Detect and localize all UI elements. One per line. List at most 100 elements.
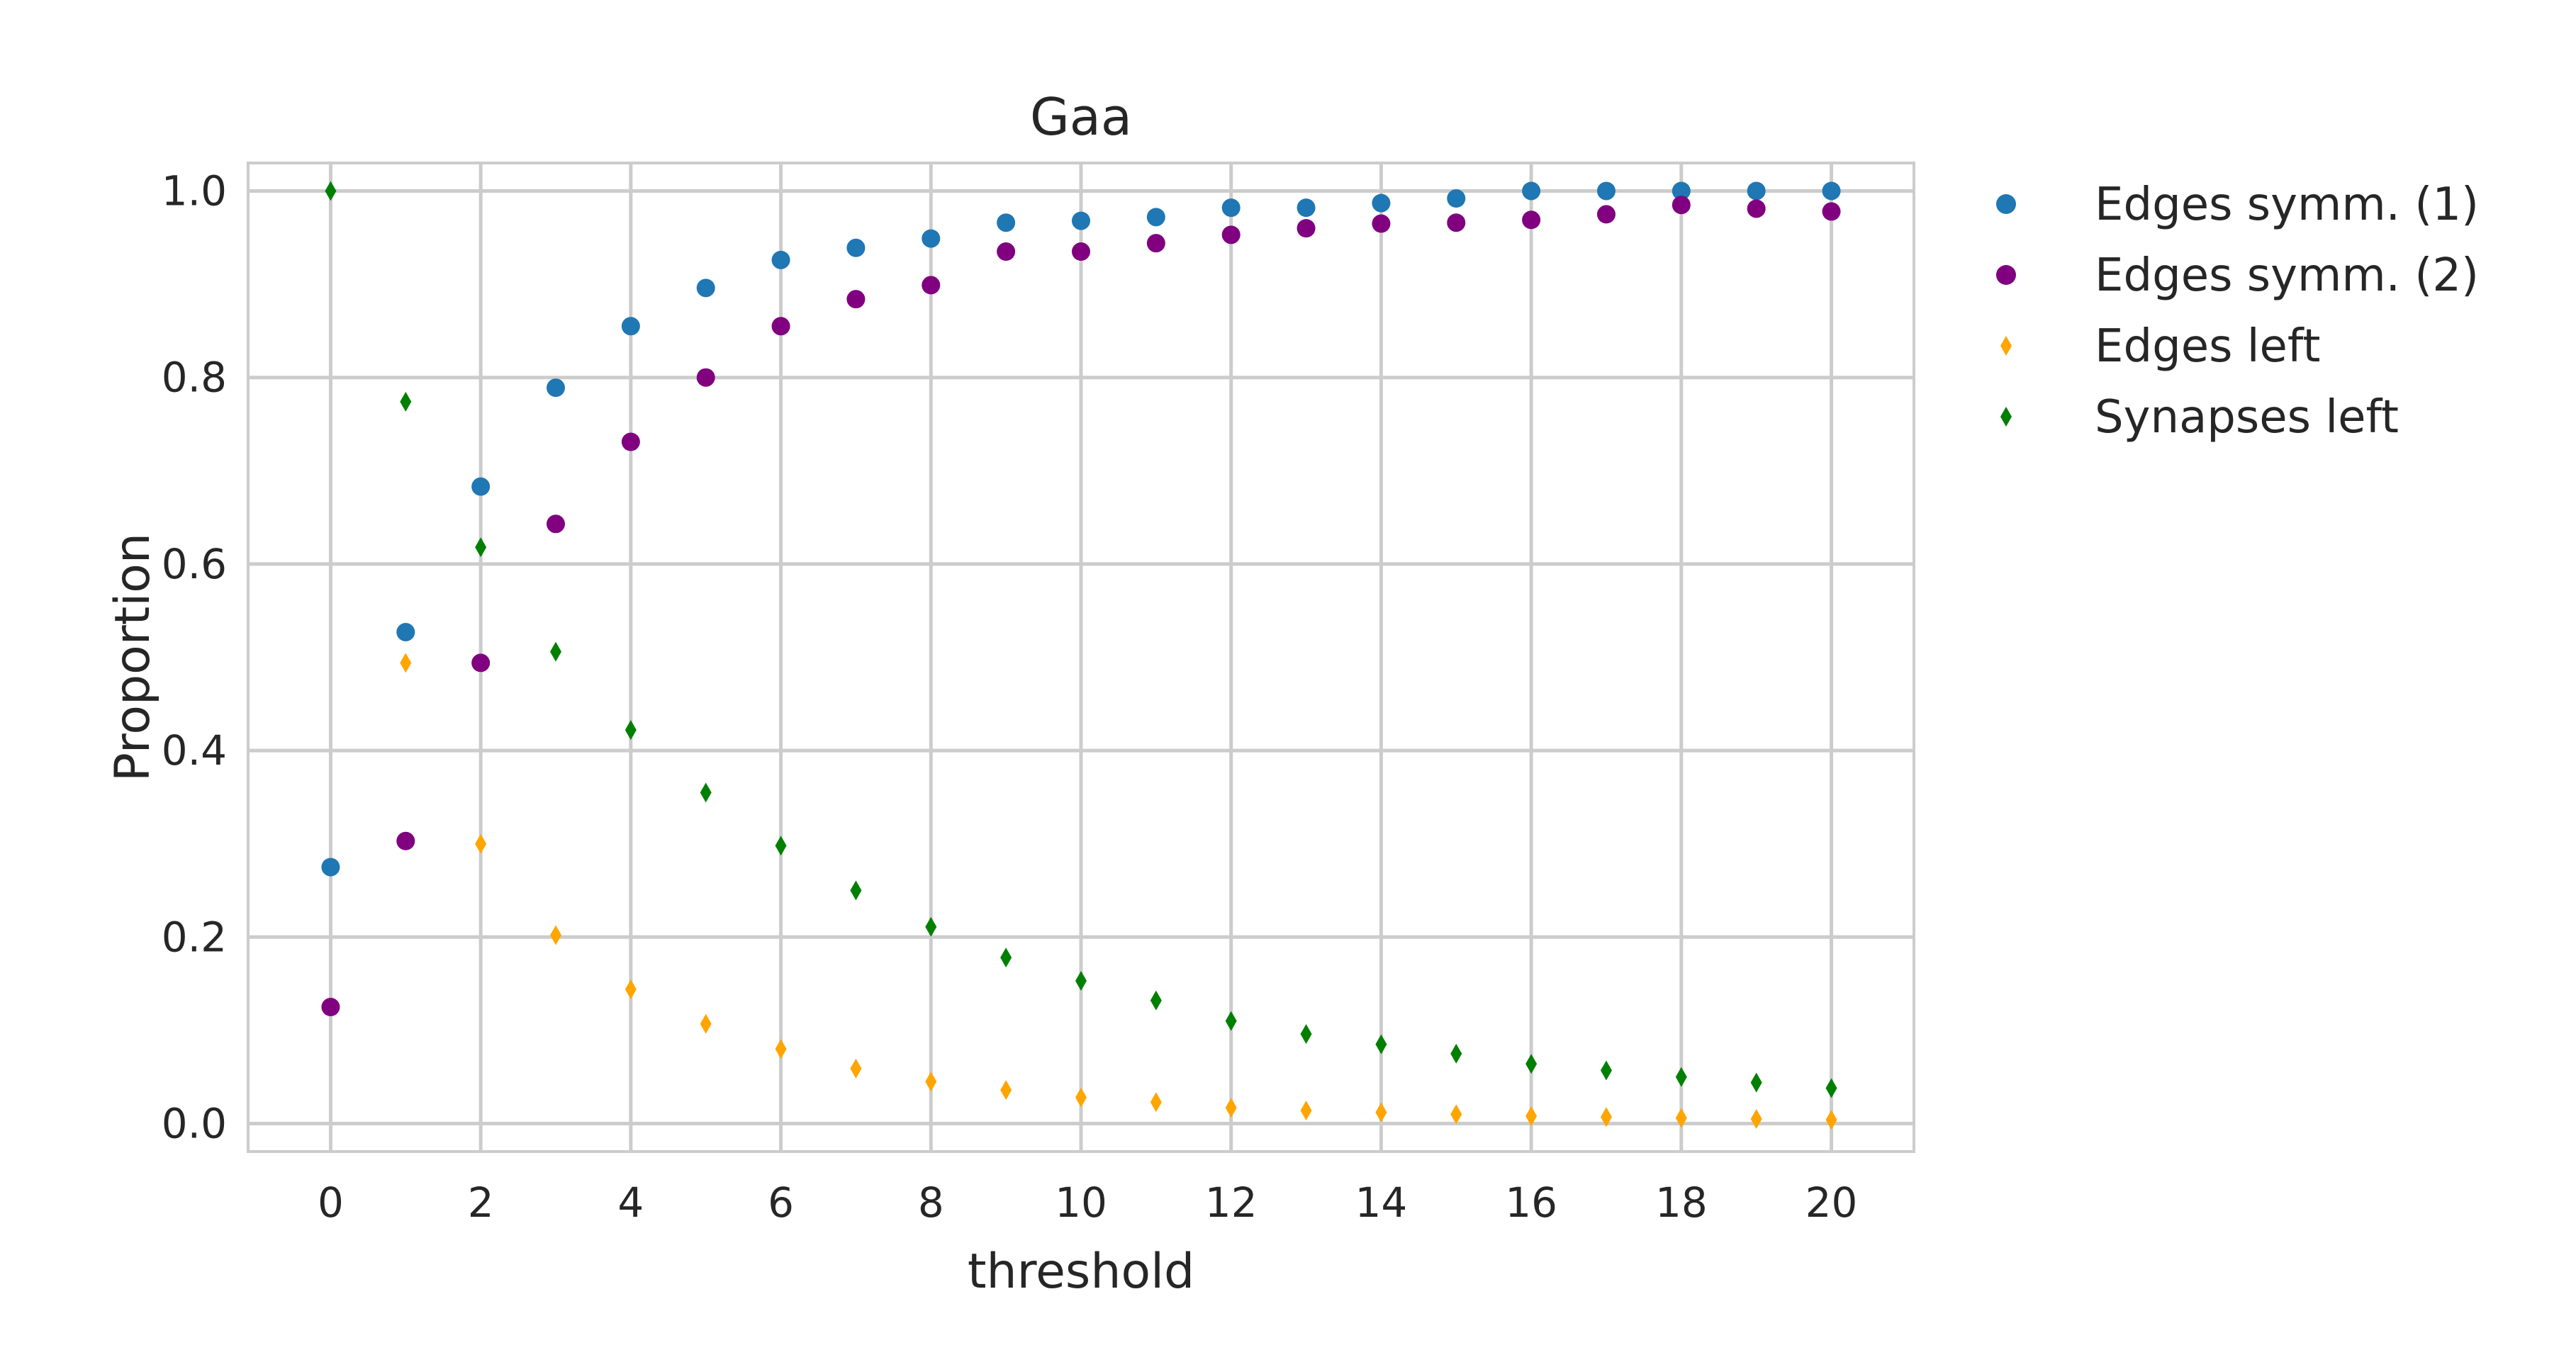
x-tick-label: 14 (1355, 1178, 1408, 1227)
legend-marker (2000, 336, 2012, 356)
data-point (321, 998, 340, 1017)
series-synapses-left (325, 181, 1837, 1098)
data-point (547, 514, 566, 534)
data-point (696, 279, 715, 298)
data-point (1450, 1043, 1462, 1064)
x-axis-ticks: 0 2 4 6 8 10 12 14 16 18 20 (318, 1178, 1857, 1227)
data-point (1372, 193, 1391, 213)
data-point (850, 1058, 862, 1079)
data-point (1225, 1098, 1237, 1118)
data-point (1375, 1034, 1387, 1054)
x-axis-label: threshold (968, 1244, 1194, 1300)
data-point (1447, 213, 1466, 232)
data-point (550, 641, 562, 662)
y-axis-ticks: 0.0 0.2 0.4 0.6 0.8 1.0 (162, 167, 227, 1147)
data-point (625, 720, 637, 741)
data-point (1300, 1024, 1312, 1045)
y-tick-label: 0.0 (162, 1100, 227, 1148)
legend-item: Edges left (2000, 320, 2320, 373)
data-point (471, 653, 491, 673)
data-point (925, 1071, 937, 1092)
data-point (1525, 1106, 1538, 1126)
data-point (846, 238, 866, 257)
data-point (1822, 181, 1841, 201)
y-tick-label: 0.2 (162, 913, 227, 961)
data-point (775, 836, 787, 856)
y-axis-label: Proportion (105, 533, 161, 782)
series-edges-left (400, 653, 1837, 1130)
data-point (471, 477, 491, 496)
data-point (400, 653, 412, 673)
data-point (1297, 219, 1316, 238)
data-point (1146, 234, 1165, 253)
x-tick-label: 16 (1505, 1178, 1557, 1227)
x-tick-label: 8 (918, 1178, 944, 1227)
data-point (1072, 211, 1090, 230)
data-point (1000, 947, 1012, 968)
data-point (1750, 1108, 1762, 1129)
data-point (325, 181, 337, 201)
x-tick-label: 6 (768, 1178, 794, 1227)
data-point (1600, 1060, 1612, 1081)
data-point (1671, 181, 1691, 201)
data-point (475, 537, 487, 558)
data-point (771, 250, 790, 269)
plot-area (247, 162, 1915, 1153)
x-tick-label: 18 (1655, 1178, 1708, 1227)
data-point (1372, 214, 1391, 233)
legend-item: Edges symm. (2) (1996, 249, 2479, 302)
y-tick-label: 0.6 (162, 540, 227, 588)
data-point (775, 1039, 787, 1059)
data-point (1150, 1092, 1162, 1113)
legend-marker (1996, 265, 2016, 285)
data-point (1596, 181, 1615, 201)
data-point (475, 833, 487, 854)
chart-title: Gaa (1030, 87, 1132, 147)
data-point (997, 242, 1016, 261)
legend-marker (2000, 407, 2012, 427)
data-point (1075, 1087, 1087, 1108)
data-point (925, 916, 937, 937)
data-point (321, 857, 340, 877)
plot-frame (247, 162, 1915, 1153)
data-point (1822, 202, 1841, 221)
data-point (1825, 1110, 1837, 1130)
data-point (1146, 208, 1165, 227)
x-tick-label: 4 (617, 1178, 644, 1227)
data-point (1000, 1080, 1012, 1101)
data-point (1300, 1101, 1312, 1121)
y-tick-label: 0.8 (162, 354, 227, 402)
data-point (396, 622, 415, 641)
data-point (1150, 990, 1162, 1011)
series-edges-symm-1 (321, 181, 1841, 877)
data-point (1671, 196, 1691, 215)
legend-label: Edges symm. (2) (2095, 249, 2479, 302)
x-tick-label: 10 (1055, 1178, 1107, 1227)
data-point (621, 317, 640, 336)
data-point (1375, 1102, 1387, 1123)
data-point (1221, 198, 1241, 218)
series-edges-symm-2 (321, 196, 1841, 1017)
data-point (550, 925, 562, 945)
y-tick-label: 1.0 (162, 167, 227, 215)
data-point (850, 880, 862, 901)
data-point (696, 368, 715, 387)
x-tick-label: 2 (468, 1178, 494, 1227)
data-point (1825, 1078, 1837, 1098)
data-point (547, 378, 566, 398)
x-tick-label: 20 (1805, 1178, 1858, 1227)
data-point (400, 391, 412, 412)
legend-marker (1996, 194, 2016, 214)
data-point (846, 290, 866, 309)
x-tick-label: 0 (318, 1178, 344, 1227)
data-points (321, 181, 1841, 1130)
data-point (1600, 1107, 1612, 1127)
data-point (1596, 205, 1615, 224)
data-point (1750, 1072, 1762, 1093)
data-point (1297, 198, 1316, 218)
legend-label: Edges left (2095, 320, 2320, 373)
legend-item: Edges symm. (1) (1996, 179, 2479, 231)
data-point (1747, 181, 1766, 201)
data-point (1075, 971, 1087, 991)
